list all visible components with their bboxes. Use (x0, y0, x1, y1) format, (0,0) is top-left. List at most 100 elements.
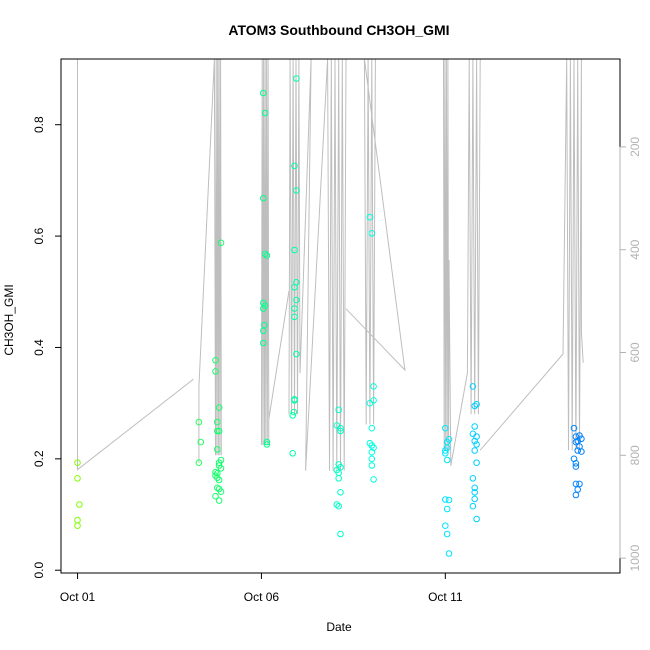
data-point (471, 402, 479, 410)
data-point (217, 465, 225, 472)
data-point (572, 491, 580, 499)
data-point (368, 424, 376, 432)
data-point (471, 437, 479, 445)
data-point (263, 252, 271, 259)
right-tick-label: 200 (628, 137, 642, 157)
data-point (293, 75, 300, 82)
y-tick-label: 0.4 (32, 339, 46, 356)
data-point (195, 459, 203, 467)
data-point (290, 408, 298, 416)
data-point (578, 448, 585, 455)
data-point (261, 109, 269, 117)
data-point (442, 450, 449, 457)
data-point (469, 502, 477, 510)
data-point (574, 447, 582, 454)
data-point (215, 459, 223, 467)
right-tick-label: 400 (628, 239, 642, 259)
data-point (368, 448, 376, 456)
x-tick-label: Oct 11 (428, 590, 463, 604)
data-point (442, 424, 449, 432)
data-point (366, 213, 374, 221)
data-point (576, 480, 583, 488)
data-point (442, 447, 449, 454)
data-point (293, 296, 300, 304)
data-point (572, 480, 580, 488)
chart-title: ATOM3 Southbound CH3OH_GMI (228, 22, 449, 38)
data-point (570, 424, 578, 432)
track-segment (77, 59, 194, 471)
data-point (260, 194, 267, 202)
data-point (261, 250, 269, 258)
data-point (289, 412, 297, 419)
data-point (335, 406, 343, 414)
data-point (368, 462, 376, 469)
y-tick-label: 0.0 (32, 562, 46, 579)
data-point (445, 550, 453, 557)
data-point (473, 441, 480, 448)
data-point (335, 502, 343, 510)
data-point (260, 327, 267, 335)
data-point (214, 427, 221, 435)
y-tick-label: 0.2 (32, 450, 46, 467)
axes: Oct 01 Oct 06 Oct 11 0.0 0.2 0.4 0.6 0.8 200 400 6… (32, 116, 642, 604)
data-point (214, 446, 221, 453)
y-axis-label: CH3OH_GMI (2, 284, 16, 355)
data-point (291, 305, 298, 312)
data-point (74, 522, 81, 530)
data-point (214, 418, 221, 426)
data-point (471, 495, 479, 503)
data-point (217, 239, 225, 247)
data-point (291, 397, 298, 404)
data-points (74, 75, 585, 557)
data-point (368, 455, 376, 463)
data-point (469, 383, 477, 390)
data-point (572, 460, 580, 467)
data-point (471, 423, 479, 430)
data-point (197, 438, 205, 446)
data-point (260, 89, 267, 97)
x-axis-label: Date (326, 620, 352, 634)
data-point (443, 530, 451, 538)
data-point (442, 522, 449, 530)
data-point (291, 246, 298, 254)
data-point (578, 435, 585, 443)
data-point (473, 459, 480, 467)
right-tick-label: 1000 (628, 544, 642, 571)
data-point (215, 497, 223, 504)
data-point (445, 496, 453, 504)
data-point (215, 427, 223, 435)
right-tick-label: 800 (628, 445, 642, 465)
data-point (370, 383, 377, 390)
data-point (469, 475, 477, 482)
data-point (291, 162, 298, 170)
data-point (293, 350, 300, 358)
data-point (215, 476, 223, 484)
data-point (370, 476, 377, 483)
data-point (215, 404, 223, 411)
data-point (473, 515, 480, 523)
data-point (74, 459, 81, 467)
data-point (366, 399, 374, 407)
data-point (260, 339, 267, 347)
data-point (260, 305, 267, 312)
data-point (335, 475, 343, 482)
data-point (217, 488, 225, 496)
data-point (76, 501, 83, 508)
data-point (293, 187, 300, 194)
data-point (212, 357, 219, 364)
y-tick-label: 0.8 (32, 116, 46, 133)
x-tick-label: Oct 06 (244, 590, 280, 604)
data-point (443, 456, 451, 464)
track-segment (198, 58, 222, 463)
right-tick-label: 600 (628, 342, 642, 362)
data-point (74, 475, 81, 482)
data-point (195, 418, 203, 426)
data-point (212, 492, 219, 500)
y-tick-label: 0.6 (32, 227, 46, 244)
data-point (443, 505, 451, 513)
data-point (337, 427, 344, 435)
data-point (212, 368, 219, 375)
data-point (471, 489, 479, 496)
